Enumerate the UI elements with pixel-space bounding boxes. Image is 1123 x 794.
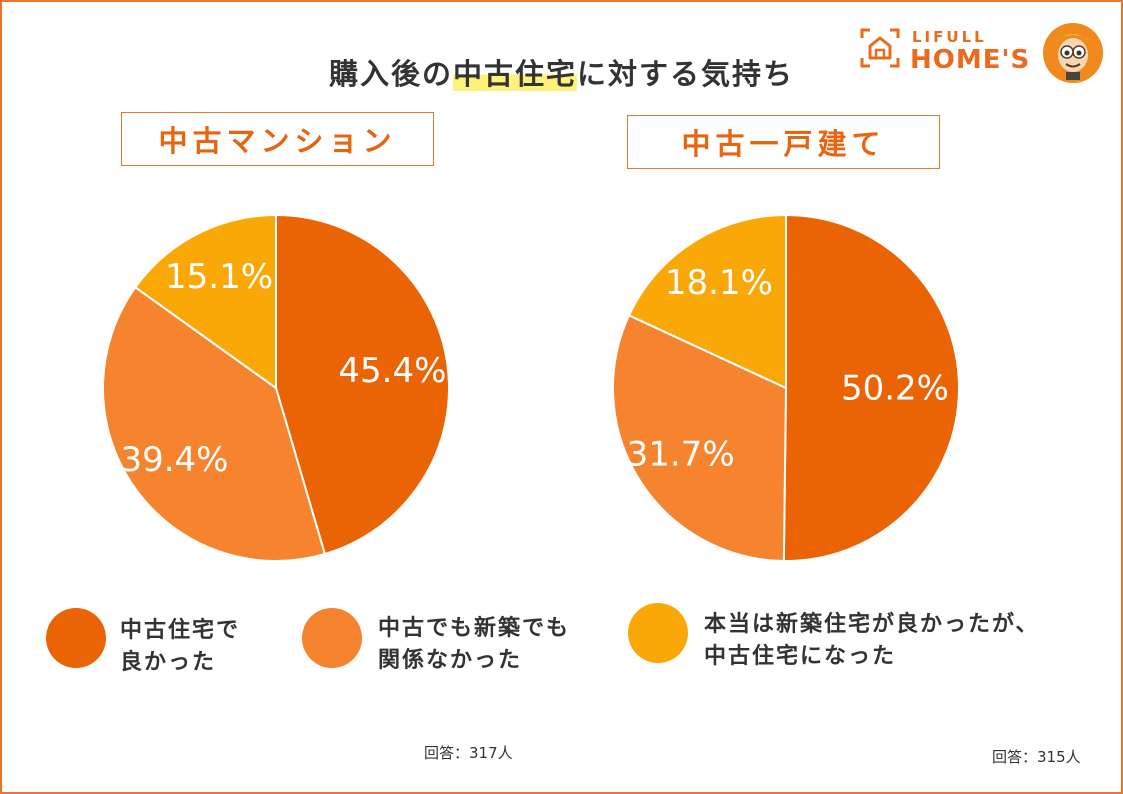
chart-title-mansion: 中古マンション — [121, 112, 434, 166]
legend-dot-no-matter — [302, 608, 362, 668]
pie0-label-no-matter: 39.4% — [120, 440, 228, 480]
title-suffix: に対する気持ち — [577, 57, 795, 91]
chart-title-house: 中古一戸建て — [627, 115, 940, 169]
mascot-icon — [1043, 23, 1103, 83]
legend-text-no-matter: 中古でも新築でも 関係なかった — [378, 616, 571, 673]
pie1-slice-no-matter — [612, 313, 788, 562]
house-icon — [860, 28, 900, 68]
pie0-slice-good — [275, 213, 450, 556]
title-prefix: 購入後の — [328, 57, 453, 91]
pie0-slice-wanted-new — [133, 213, 277, 390]
pie1-label-good: 50.2% — [841, 369, 949, 409]
legend-text-good: 中古住宅で 良かった — [120, 618, 241, 675]
pie1-label-no-matter: 31.7% — [627, 434, 735, 474]
pie0-slice-no-matter — [102, 285, 327, 562]
legend-dot-good — [46, 608, 106, 668]
logo-top-text: LIFULL — [912, 28, 987, 46]
pie0-label-good: 45.4% — [338, 351, 446, 391]
pie1-slice-wanted-new — [627, 213, 787, 390]
legend-dot-wanted-new — [628, 603, 688, 663]
pie0-label-wanted-new: 15.1% — [165, 257, 273, 297]
respondents-house: 回答：315人 — [992, 748, 1081, 766]
logo-bottom-text: HOME'S — [910, 45, 1031, 75]
page-title: 購入後の中古住宅に対する気持ち — [0, 52, 1123, 96]
pie1-slice-good — [782, 213, 961, 562]
title-highlight: 中古住宅 — [452, 57, 577, 91]
pie1-label-wanted-new: 18.1% — [665, 263, 773, 303]
legend-text-wanted-new: 本当は新築住宅が良かったが、 中古住宅になった — [704, 612, 1040, 669]
respondents-mansion: 回答：317人 — [424, 744, 513, 762]
lifull-homes-logo: LIFULL HOME'S — [860, 24, 1040, 76]
